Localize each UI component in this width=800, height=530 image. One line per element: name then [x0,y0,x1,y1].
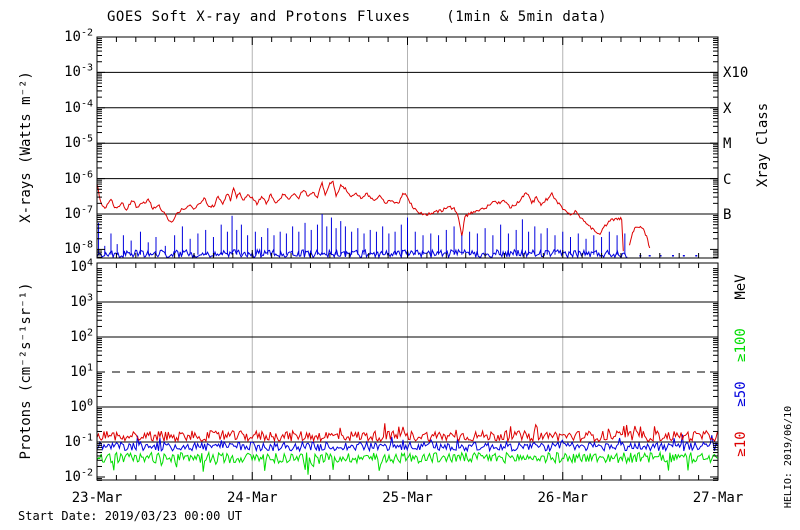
xray-class-m: M [723,136,732,153]
xray-long-series [96,180,624,252]
protons-ytick-label: 103 [70,292,93,310]
protons-y-axis-label: Protons (cm⁻²s⁻¹sr⁻¹) [18,282,34,460]
x-axis-label-24-Mar: 24-Mar [226,490,278,506]
proton-series-label-ge100: ≥100 [733,328,749,362]
protons-ge10MeV-series [96,423,718,443]
chart-title: GOES Soft X-ray and Protons Fluxes (1min… [106,9,608,25]
xray-y-axis-label: X-rays (Watts m⁻²) [18,71,34,223]
protons-ytick-label: 101 [70,362,93,380]
x-axis-label-25-Mar: 25-Mar [382,490,433,506]
xray-short-series [96,248,628,260]
protons-ytick-label: 10-2 [64,467,93,485]
protons-ge100MeV-series [96,450,718,475]
xray-ytick-label: 10-4 [64,98,93,116]
decade-lines [97,71,718,443]
xray-class-c: C [723,171,732,188]
xray-ytick-label: 10-8 [64,239,93,258]
proton-series-label-ge50: ≥50 [733,381,749,407]
xray-ytick-label: 10-2 [64,27,93,45]
protons-ytick-label: 104 [70,257,93,275]
helio-watermark: HELIO: 2019/06/10 [783,405,794,509]
data-series [96,180,718,475]
axes-frame [96,36,719,481]
protons-ge50MeV-series [96,434,718,453]
xray-ytick-label: 10-5 [64,133,93,152]
xray-class-axis-label: Xray Class [755,102,771,188]
xray-class-b: B [723,207,732,223]
xray-ytick-label: 10-6 [64,168,93,187]
xray-class-x: X [723,100,732,117]
mev-unit-label: MeV [733,274,749,300]
xray-ytick-label: 10-7 [64,204,93,222]
xray-class-x10: X10 [723,65,749,82]
x-axis-label-26-Mar: 26-Mar [537,490,589,506]
xray-ytick-label: 10-3 [64,62,93,81]
protons-ytick-label: 100 [70,397,93,415]
start-date-label: Start Date: 2019/03/23 00:00 UT [18,509,242,523]
x-axis-label-23-Mar: 23-Mar [71,490,123,506]
xray-long-series [629,225,651,249]
protons-ytick-label: 102 [70,327,93,345]
x-axis-label-27-Mar: 27-Mar [692,490,744,506]
proton-series-label-ge10: ≥10 [733,431,749,457]
protons-ytick-label: 10-1 [64,432,93,450]
